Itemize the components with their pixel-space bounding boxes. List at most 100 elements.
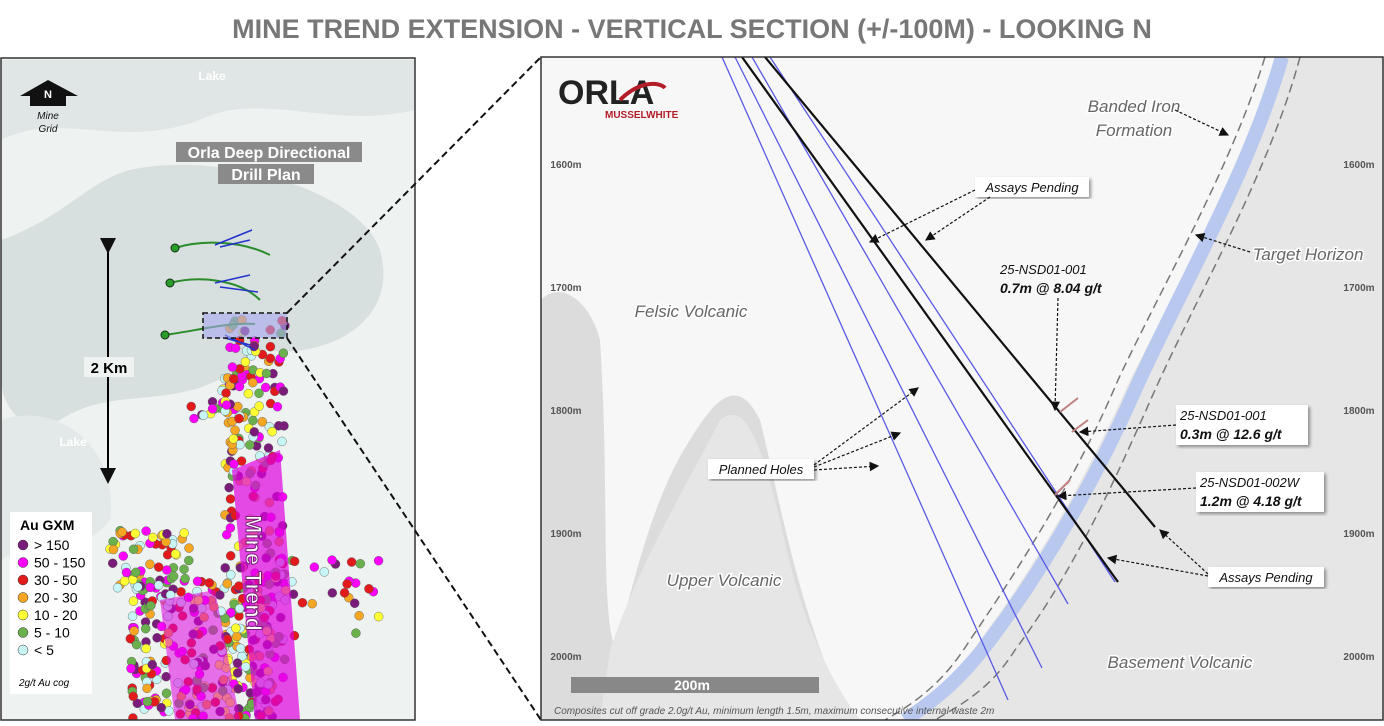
intercept-dot [248,415,258,426]
intercept-dot [118,551,128,561]
intercept-dot [263,443,274,453]
intercept-dot [126,663,136,674]
intercept-dot [339,588,350,598]
intercept-dot [319,567,330,577]
intercept-dot [128,713,138,720]
title: MINE TREND EXTENSION - VERTICAL SECTION … [232,14,1152,44]
intercept-dot [179,564,189,574]
intercept-dot [342,579,352,589]
intercept-dot [279,421,289,431]
intercept-dot [108,536,118,547]
depth-labels: 1600m 1600m 1700m 1700m 1800m 1800m 1900m 1900m… [550,160,1374,663]
intercept-dot [225,523,236,533]
plan-label: Orla Deep Directional [188,145,351,162]
intercept-dot [147,659,157,670]
intercept-dot [240,662,251,672]
depth-label: 1700m [1343,283,1374,294]
intercept-dot [153,580,164,590]
lake-label: Lake [198,69,226,83]
intercept-dot [204,578,215,588]
intercept-dot [133,582,143,592]
intercept-dot [277,436,287,447]
intercept-dot [226,607,236,618]
intercept-dot [224,482,234,493]
intercept-dot [130,528,140,539]
intercept-dot [180,573,190,584]
unit-label: Felsic Volcanic [635,302,748,321]
intercept-dot [355,559,366,569]
intercept-dot [249,427,259,437]
intercept-dot [112,583,123,593]
callout: 0.7m @ 8.04 g/t [1000,280,1103,296]
intercept-dot [354,611,364,621]
intercept-dot [230,425,240,435]
intercept-dot [248,377,258,388]
intercept-dot [231,623,241,633]
intercept-dot [351,628,361,638]
logo-sub: MUSSELWHITE [605,110,679,121]
depth-label: 1800m [1343,406,1374,417]
intercept-dot [152,633,162,643]
intercept-dot [192,576,203,587]
intercept-dot [162,529,172,539]
scale-bar [571,677,819,693]
intercept-dot [154,562,164,572]
intercept-dot [230,343,241,353]
intercept-dot [364,584,374,594]
depth-label: 1600m [1343,160,1374,171]
intercept-dot [232,668,243,678]
depth-label: 1700m [550,283,581,294]
legend-label: 10 - 20 [34,607,78,623]
scale-label: 2 Km [91,360,128,377]
intercept-dot [128,596,139,606]
legend-label: 5 - 10 [34,625,70,641]
logo: ORLA [558,74,654,112]
legend-title: Au GXM [20,517,74,533]
intercept-dot [240,357,251,367]
lake-label: Lake [59,435,87,449]
intercept-dot [128,691,138,702]
callout: Assays Pending [1218,570,1313,585]
intercept-dot [148,532,158,543]
intercept-dot [225,494,236,504]
intercept-dot [125,633,136,644]
intercept-dot [225,551,236,561]
intercept-dot [184,543,194,553]
intercept-dot [254,401,264,411]
depth-label: 1800m [550,406,581,417]
intercept-dot [228,374,239,384]
intercept-dot [260,382,271,393]
intercept-dot [228,434,239,444]
intercept-dot [207,404,218,414]
intercept-dot [142,683,152,694]
intercept-dot [141,526,151,536]
intercept-dot [232,658,243,668]
legend-label: 30 - 50 [34,572,78,588]
intercept-dot [140,623,151,634]
intercept-dot [245,440,255,450]
intercept-dot [146,601,156,611]
callout: 1.2m @ 4.18 g/t [1200,493,1303,509]
intercept-dot [257,417,268,427]
intercept-dot [117,527,127,537]
intercept-dot [234,381,245,392]
intercept-dot [119,576,130,586]
intercept-dot [229,459,239,469]
intercept-dot [272,401,283,412]
north-arrow [20,80,78,106]
intercept-dot [235,643,246,654]
intercept-dot [234,603,245,614]
intercept-dot [145,582,156,593]
intercept-dot [161,688,172,698]
intercept-dot [267,426,277,437]
intercept-dot [162,565,172,575]
legend-label: < 5 [34,642,54,658]
depth-label: 1600m [550,160,581,171]
callout: 25-NSD01-001 [999,262,1087,277]
intercept-dot [162,550,173,560]
legend-swatch [17,557,29,568]
intercept-dot [265,341,276,352]
scale-label: 200m [674,677,710,693]
intercept-dot [373,556,384,566]
